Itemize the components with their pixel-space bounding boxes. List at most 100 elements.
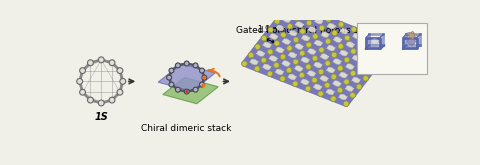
Circle shape <box>300 51 305 56</box>
Circle shape <box>202 83 205 87</box>
Text: Salt: Salt <box>384 29 399 37</box>
Circle shape <box>193 87 198 92</box>
Circle shape <box>363 54 369 59</box>
Circle shape <box>411 37 414 39</box>
Circle shape <box>300 29 305 34</box>
Circle shape <box>288 2 293 7</box>
Circle shape <box>120 79 126 84</box>
Circle shape <box>275 19 280 24</box>
Circle shape <box>332 30 337 36</box>
Ellipse shape <box>360 47 367 52</box>
Circle shape <box>248 52 254 58</box>
Ellipse shape <box>353 55 360 61</box>
Circle shape <box>357 62 362 67</box>
Ellipse shape <box>283 17 290 22</box>
Circle shape <box>389 42 395 47</box>
Circle shape <box>324 82 330 88</box>
Ellipse shape <box>309 27 316 33</box>
Ellipse shape <box>371 38 378 45</box>
Ellipse shape <box>289 52 296 58</box>
Circle shape <box>280 76 285 81</box>
Ellipse shape <box>366 38 373 44</box>
Ellipse shape <box>333 81 340 86</box>
Circle shape <box>326 17 331 22</box>
Circle shape <box>267 71 273 76</box>
Circle shape <box>167 75 171 80</box>
Ellipse shape <box>321 54 328 59</box>
Ellipse shape <box>264 42 271 48</box>
Ellipse shape <box>308 71 315 76</box>
Circle shape <box>408 36 409 38</box>
Ellipse shape <box>296 22 303 27</box>
Ellipse shape <box>301 79 309 85</box>
Ellipse shape <box>276 47 283 53</box>
Circle shape <box>411 32 414 34</box>
Ellipse shape <box>315 18 322 24</box>
Ellipse shape <box>379 43 386 49</box>
Circle shape <box>318 69 324 74</box>
Text: Closed: Closed <box>397 63 423 72</box>
Circle shape <box>98 57 104 63</box>
Circle shape <box>337 88 343 93</box>
Circle shape <box>281 10 287 16</box>
Circle shape <box>293 37 299 43</box>
Circle shape <box>169 68 174 73</box>
Ellipse shape <box>289 30 297 36</box>
Circle shape <box>363 76 369 81</box>
Circle shape <box>331 74 336 80</box>
Circle shape <box>193 63 198 68</box>
Circle shape <box>370 67 375 73</box>
Circle shape <box>169 82 174 87</box>
Circle shape <box>175 63 180 68</box>
Circle shape <box>80 89 85 95</box>
Circle shape <box>344 57 349 63</box>
Circle shape <box>109 97 115 103</box>
Ellipse shape <box>302 57 309 63</box>
Ellipse shape <box>314 62 322 68</box>
Text: 1.9 nm: 1.9 nm <box>258 25 285 34</box>
Circle shape <box>293 81 298 86</box>
Ellipse shape <box>347 42 354 48</box>
Circle shape <box>312 56 318 61</box>
Ellipse shape <box>263 64 270 70</box>
Ellipse shape <box>340 72 347 78</box>
Ellipse shape <box>295 66 302 71</box>
Circle shape <box>364 32 369 37</box>
Ellipse shape <box>328 23 335 29</box>
Circle shape <box>184 89 189 94</box>
Ellipse shape <box>340 50 348 56</box>
Circle shape <box>370 45 375 51</box>
Ellipse shape <box>302 13 310 19</box>
Circle shape <box>332 52 337 58</box>
Circle shape <box>294 15 299 21</box>
Circle shape <box>325 61 330 66</box>
Ellipse shape <box>353 77 360 83</box>
Circle shape <box>203 76 206 80</box>
Ellipse shape <box>322 32 328 37</box>
Ellipse shape <box>290 8 297 14</box>
Circle shape <box>80 68 85 74</box>
Ellipse shape <box>327 45 335 51</box>
Circle shape <box>202 75 207 80</box>
Circle shape <box>274 41 279 46</box>
Circle shape <box>306 20 312 26</box>
Circle shape <box>351 27 357 32</box>
Polygon shape <box>163 78 218 104</box>
Circle shape <box>331 96 336 101</box>
Circle shape <box>267 49 273 54</box>
Circle shape <box>242 61 247 66</box>
Circle shape <box>344 79 349 84</box>
Circle shape <box>312 34 318 39</box>
FancyBboxPatch shape <box>357 23 427 74</box>
Circle shape <box>350 71 356 76</box>
Ellipse shape <box>334 37 341 42</box>
Circle shape <box>293 59 299 65</box>
Circle shape <box>287 24 293 29</box>
Circle shape <box>262 36 267 41</box>
Circle shape <box>313 12 318 17</box>
Circle shape <box>175 87 180 92</box>
Ellipse shape <box>347 64 353 69</box>
Ellipse shape <box>372 52 379 57</box>
Circle shape <box>98 100 104 106</box>
Ellipse shape <box>327 67 334 73</box>
